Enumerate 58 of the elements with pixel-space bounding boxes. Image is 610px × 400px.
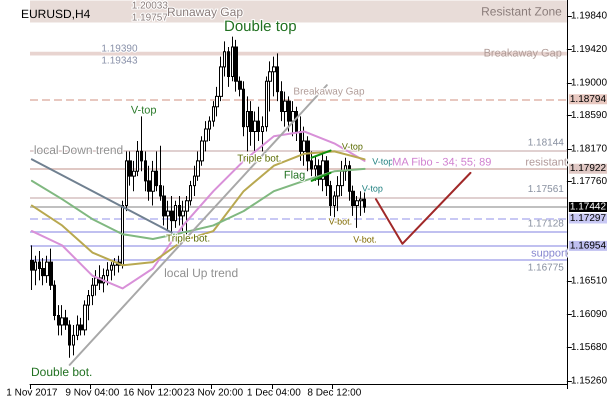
annotation: 1.19390 <box>101 44 138 54</box>
x-tick-label: 23 Nov 20:00 <box>184 388 244 398</box>
annotation: Double bot. <box>31 365 92 379</box>
annotation: V-top <box>130 104 157 116</box>
candlestick <box>234 39 238 92</box>
candlestick <box>38 250 41 281</box>
annotation: Runaway Gap <box>166 5 244 19</box>
band-label: Resistant Zone <box>481 4 562 19</box>
y-tick-label: 1.19420 <box>570 44 608 55</box>
candlestick <box>314 156 317 182</box>
candlestick <box>60 304 64 336</box>
y-tick-label: 1.16090 <box>570 309 608 320</box>
annotation: Triple bot. <box>237 154 282 164</box>
y-tick-label: 1.17760 <box>570 176 608 188</box>
y-tick-label: 1.19840 <box>570 10 608 22</box>
y-tick-label: 1.19000 <box>570 77 608 88</box>
y-tick-label: 1.18170 <box>570 143 608 154</box>
candlestick <box>30 244 34 290</box>
annotation: 1.19757 <box>132 12 168 24</box>
annotation: local Down trend <box>34 143 124 157</box>
ref-line-label: 1.17442 <box>570 201 606 212</box>
annotation: MA Fibo - 34; 55; 89 <box>392 156 492 168</box>
candlestick <box>287 96 291 132</box>
ref-line-label: 1.17128 <box>528 218 564 230</box>
annotation: 1.20033 <box>132 0 168 12</box>
ref-line-label: 1.17297 <box>570 213 606 224</box>
y-tick-label: 1.18590 <box>570 110 608 122</box>
band-label: Breakaway Gap <box>484 48 562 60</box>
candlestick <box>291 100 295 137</box>
ref-line-label: 1.18144 <box>528 138 564 149</box>
annotation: V-top <box>342 142 363 152</box>
text: EURUSD,H4 <box>21 7 91 21</box>
x-tick-label: 9 Nov 04:00 <box>65 388 120 398</box>
annotation: V-bot. <box>353 234 377 244</box>
ref-line-label: 1.16954 <box>570 240 606 252</box>
ref-line-label: 1.16775 <box>528 262 564 274</box>
annotation: Double top <box>224 18 297 35</box>
y-tick-label: 1.16510 <box>570 276 608 287</box>
annotation: 1.19343 <box>101 56 138 66</box>
annotation: V-top <box>362 184 383 194</box>
annotation: V-bot. <box>328 216 352 226</box>
x-tick-label: 1 Dec 04:00 <box>246 388 302 398</box>
candlestick <box>174 200 177 228</box>
annotation: local Up trend <box>164 266 238 280</box>
ref-line-label: 1.18794 <box>570 94 606 105</box>
ref-line-label: 1.17561 <box>528 184 564 195</box>
ref-line-label: 1.17922 <box>570 163 606 174</box>
candlestick <box>299 116 302 162</box>
y-tick-label: 1.15260 <box>570 375 608 386</box>
x-tick-label: 8 Dec 12:00 <box>307 388 362 398</box>
annotation: Flag <box>284 170 306 182</box>
x-tick-label: 16 Nov 12:00 <box>123 388 184 398</box>
candlestick <box>110 262 113 281</box>
x-tick-label: 1 Nov 2017 <box>6 388 58 398</box>
y-tick-label: 1.15680 <box>570 342 608 353</box>
annotation: resistant <box>525 156 567 168</box>
candlestick <box>181 200 185 232</box>
annotation: V-top <box>372 156 394 166</box>
